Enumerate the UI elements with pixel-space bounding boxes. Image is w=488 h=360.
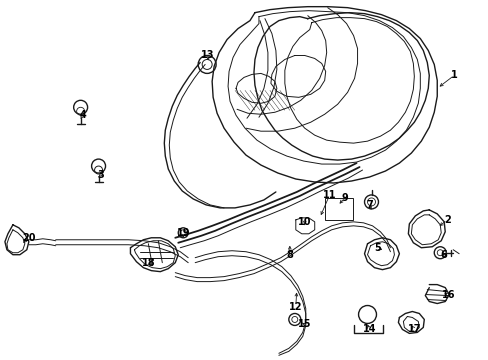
Text: 16: 16 [441,289,454,300]
Text: 11: 11 [322,190,336,200]
Text: 15: 15 [297,319,311,329]
Text: 2: 2 [443,215,449,225]
Text: 18: 18 [141,258,155,268]
Text: 3: 3 [97,170,104,180]
Text: 7: 7 [366,200,372,210]
Text: 20: 20 [22,233,36,243]
Text: 10: 10 [297,217,311,227]
Text: 8: 8 [286,250,293,260]
Text: 9: 9 [341,193,347,203]
Text: 14: 14 [362,324,375,334]
Text: 6: 6 [440,250,447,260]
Text: 1: 1 [450,71,457,80]
Text: 4: 4 [79,110,86,120]
Text: 19: 19 [176,228,190,238]
Text: 5: 5 [373,243,380,253]
Text: 13: 13 [201,50,214,60]
Text: 12: 12 [288,302,302,311]
Text: 17: 17 [407,324,420,334]
Bar [324,198,352,220]
